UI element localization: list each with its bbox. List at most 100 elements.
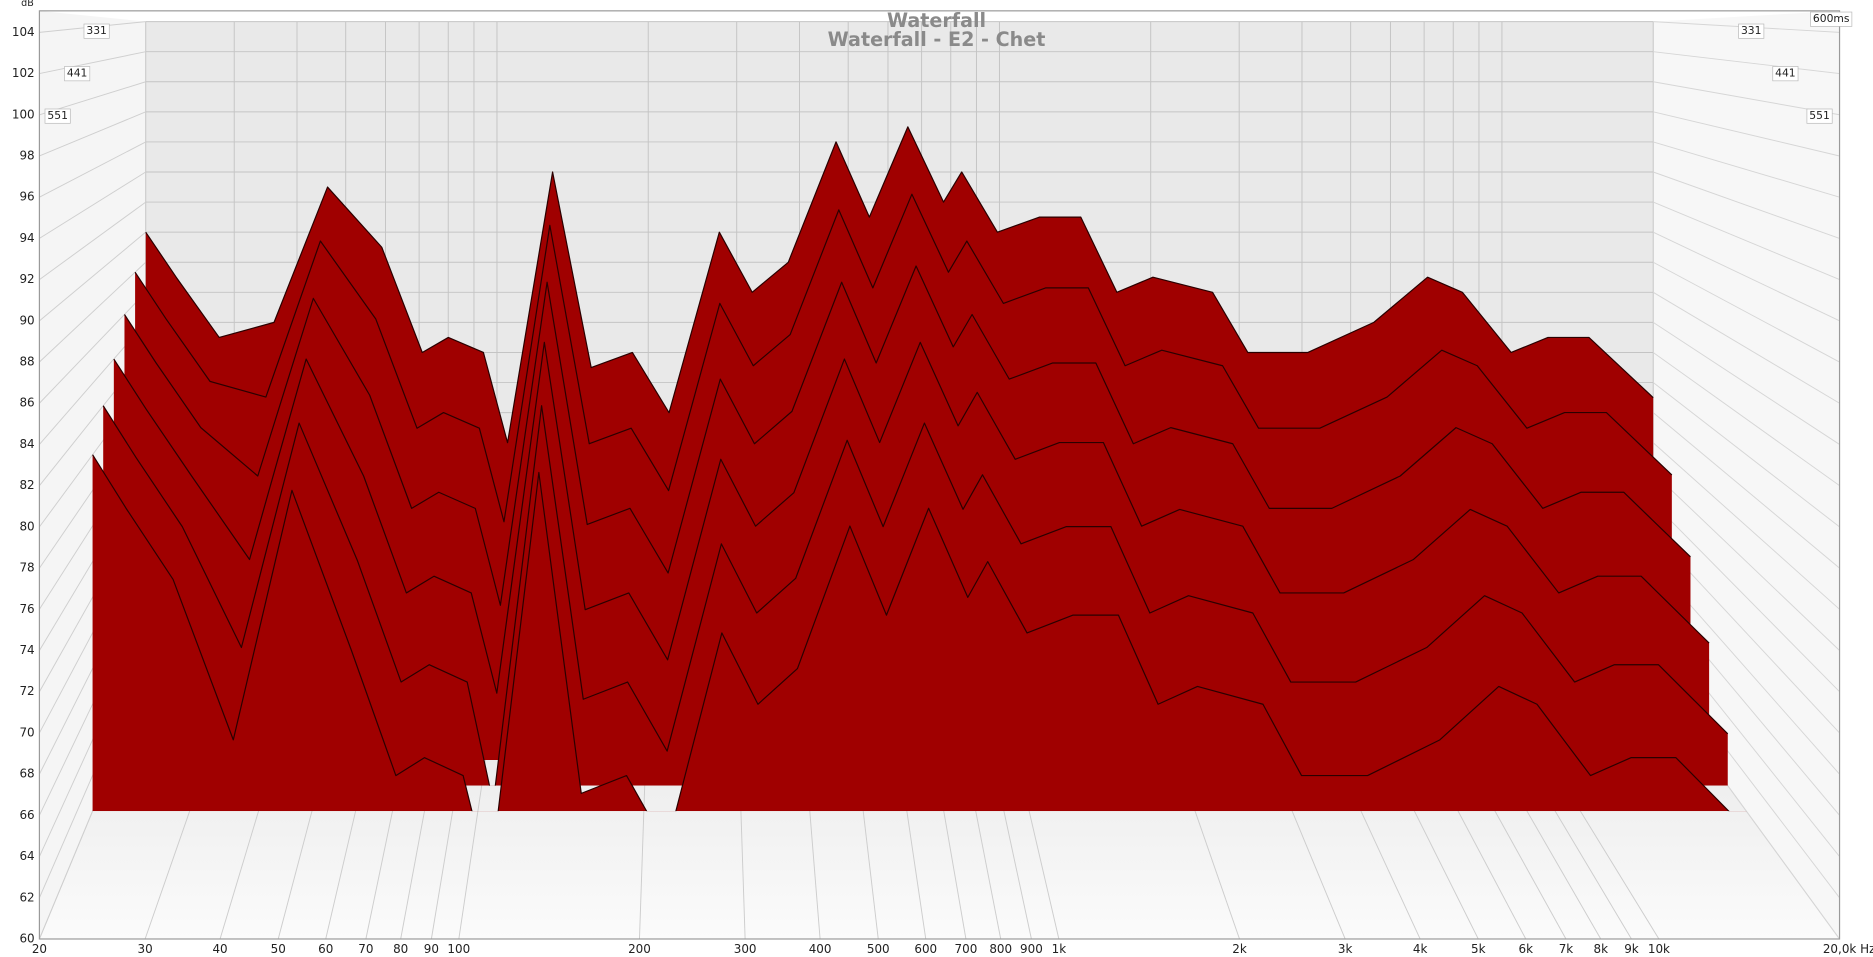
slice-area xyxy=(92,454,1747,812)
z-tick-box xyxy=(1810,11,1853,27)
slice-line xyxy=(92,454,1730,812)
right-wall-grid-line xyxy=(1652,412,1840,569)
right-wall-grid-line xyxy=(1653,111,1840,157)
z-tick-box xyxy=(1738,23,1765,39)
right-wall-grid-line xyxy=(1652,352,1840,487)
x-tick-label: 20 xyxy=(32,942,47,956)
x-tick-label: 9k xyxy=(1624,942,1639,956)
y-tick-label: 90 xyxy=(19,313,34,327)
y-tick-label: 102 xyxy=(12,66,35,80)
z-tick-label: 551 xyxy=(1809,109,1830,122)
y-tick-label: 64 xyxy=(19,849,34,863)
y-tick-label: 96 xyxy=(19,190,34,204)
labels: Waterfall Waterfall - E2 - Chet dB 20 30 4… xyxy=(12,0,1873,956)
slice-line xyxy=(102,405,1729,786)
left-wall-grid-line xyxy=(39,261,147,363)
right-wall-grid-line xyxy=(1653,201,1840,281)
z-tick: 441 xyxy=(64,66,91,82)
right-wall-grid-line xyxy=(1652,261,1840,363)
right-wall-grid-line xyxy=(1652,472,1840,651)
x-tick-label: 50 xyxy=(271,942,286,956)
y-axis-label: dB xyxy=(21,0,34,9)
x-tick-label: 6k xyxy=(1519,942,1534,956)
x-tick-label: 20,0k Hz xyxy=(1823,942,1873,956)
slice xyxy=(92,454,1747,812)
x-tick-label: 200 xyxy=(628,942,651,956)
left-wall-grid-line xyxy=(39,171,146,239)
right-wall-grid-line xyxy=(1652,321,1840,445)
left-wall-grid-line xyxy=(39,231,147,322)
z-tick-box xyxy=(1772,66,1799,82)
y-tick-label: 94 xyxy=(19,231,34,245)
slice-line xyxy=(113,341,1710,694)
y-tick-label: 66 xyxy=(19,808,34,822)
x-tick-label: 800 xyxy=(989,942,1012,956)
y-tick-label: 62 xyxy=(19,890,34,904)
y-tick-label: 98 xyxy=(19,148,34,162)
y-tick-label: 88 xyxy=(19,355,34,369)
x-tick-label: 600 xyxy=(914,942,937,956)
y-tick-label: 80 xyxy=(19,519,34,533)
right-wall-grid-line xyxy=(1652,382,1840,528)
x-tick-label: 900 xyxy=(1020,942,1043,956)
y-tick-label: 68 xyxy=(19,767,34,781)
x-tick-label: 4k xyxy=(1413,942,1428,956)
z-tick-box xyxy=(83,23,110,39)
z-tick-label: 331 xyxy=(1741,24,1762,37)
right-wall-grid-line xyxy=(1652,291,1840,404)
z-tick: 600ms xyxy=(1810,11,1853,27)
left-wall-grid-line xyxy=(39,141,146,198)
right-wall-grid-line xyxy=(1653,141,1840,198)
y-tick-label: 104 xyxy=(12,25,35,39)
x-tick-label: 5k xyxy=(1471,942,1486,956)
slice-line xyxy=(134,193,1673,523)
x-tick-label: 90 xyxy=(424,942,439,956)
right-wall-grid-line xyxy=(1652,442,1840,610)
right-wall-grid-line xyxy=(1653,231,1840,322)
z-tick-label: 600ms xyxy=(1813,12,1850,25)
x-tick-label: 700 xyxy=(955,942,978,956)
right-wall-grid-line xyxy=(1653,51,1840,75)
x-tick-label: 400 xyxy=(809,942,832,956)
y-tick-label: 60 xyxy=(19,931,34,945)
z-tick: 551 xyxy=(1806,108,1833,124)
slice-line xyxy=(123,265,1691,606)
x-tick-label: 1k xyxy=(1052,942,1067,956)
x-tick-label: 30 xyxy=(137,942,152,956)
left-wall-grid-line xyxy=(39,201,147,280)
left-wall-grid-line xyxy=(39,111,146,157)
x-tick-label: 60 xyxy=(318,942,333,956)
y-tick-label: 82 xyxy=(19,478,34,492)
chart-title: Waterfall xyxy=(887,9,986,32)
x-tick-label: 100 xyxy=(447,942,470,956)
x-tick-label: 300 xyxy=(734,942,757,956)
x-tick-label: 500 xyxy=(867,942,890,956)
z-tick-box xyxy=(1806,108,1833,124)
y-tick-label: 84 xyxy=(19,437,34,451)
x-tick-label: 8k xyxy=(1594,942,1609,956)
y-tick-label: 76 xyxy=(19,602,34,616)
y-tick-label: 100 xyxy=(12,107,35,121)
y-tick-label: 72 xyxy=(19,684,34,698)
x-tick-label: 80 xyxy=(393,942,408,956)
z-tick: 331 xyxy=(1738,23,1765,39)
z-tick: 331 xyxy=(83,23,110,39)
left-wall-grid-line xyxy=(39,51,146,75)
y-tick-label: 74 xyxy=(19,643,34,657)
slices xyxy=(92,126,1747,812)
z-tick: 441 xyxy=(1772,66,1799,82)
slice-line xyxy=(145,126,1654,444)
z-tick-label: 551 xyxy=(47,109,68,122)
frame xyxy=(38,10,1841,940)
z-tick: 551 xyxy=(44,108,71,124)
x-tick-label: 7k xyxy=(1559,942,1574,956)
z-tick-label: 441 xyxy=(67,67,88,80)
right-wall-grid-line xyxy=(1653,171,1840,239)
x-tick-label: 2k xyxy=(1232,942,1247,956)
y-tick-label: 70 xyxy=(19,725,34,739)
right-wall-grid-line xyxy=(1652,502,1840,693)
y-tick-label: 92 xyxy=(19,272,34,286)
left-wall-grid-line xyxy=(39,291,147,404)
y-tick-label: 86 xyxy=(19,396,34,410)
